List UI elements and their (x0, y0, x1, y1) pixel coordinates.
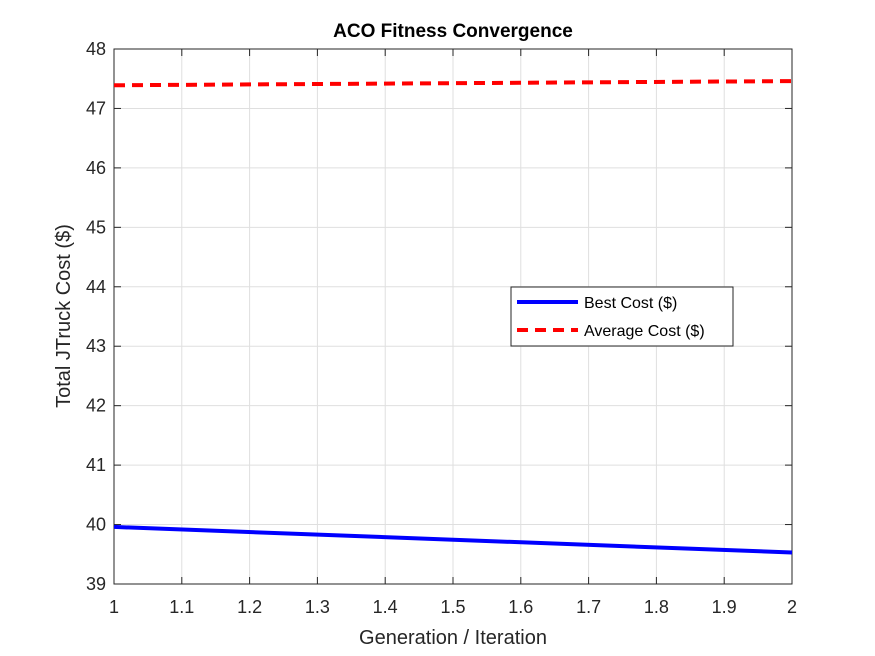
axis-ticks (113, 48, 793, 585)
x-tick-label: 1.3 (305, 597, 330, 617)
series-lines (113, 79, 793, 555)
y-tick-label: 40 (86, 515, 106, 535)
x-tick-label: 2 (787, 597, 797, 617)
x-tick-labels: 1 1.1 1.2 1.3 1.4 1.5 1.6 1.7 1.8 1.9 2 (109, 597, 797, 617)
y-tick-label: 42 (86, 396, 106, 416)
x-axis-label: Generation / Iteration (359, 627, 547, 649)
legend-label-average-cost: Average Cost ($) (584, 323, 705, 340)
x-tick-label: 1.7 (576, 597, 601, 617)
legend-label-best-cost: Best Cost ($) (584, 295, 677, 312)
x-tick-label: 1.8 (644, 597, 669, 617)
y-tick-label: 46 (86, 158, 106, 178)
y-axis-label: Total JTruck Cost ($) (53, 224, 75, 408)
y-tick-label: 47 (86, 98, 106, 118)
x-tick-label: 1.1 (169, 597, 194, 617)
y-tick-label: 48 (86, 39, 106, 59)
y-tick-label: 43 (86, 336, 106, 356)
y-tick-label: 41 (86, 455, 106, 475)
x-tick-label: 1.2 (237, 597, 262, 617)
legend: Best Cost ($) Average Cost ($) (510, 286, 734, 347)
legend-box (510, 286, 734, 347)
best-cost-line (113, 524, 793, 555)
y-tick-label: 45 (86, 217, 106, 237)
y-tick-labels: 39 40 41 42 43 44 45 46 47 48 (86, 39, 106, 594)
chart-title: ACO Fitness Convergence (333, 21, 573, 42)
y-tick-label: 39 (86, 574, 106, 594)
x-tick-label: 1.4 (373, 597, 398, 617)
x-tick-label: 1 (109, 597, 119, 617)
x-tick-label: 1.9 (712, 597, 737, 617)
y-tick-label: 44 (86, 277, 106, 297)
average-cost-line (113, 79, 793, 88)
x-tick-label: 1.5 (440, 597, 465, 617)
x-tick-label: 1.6 (508, 597, 533, 617)
